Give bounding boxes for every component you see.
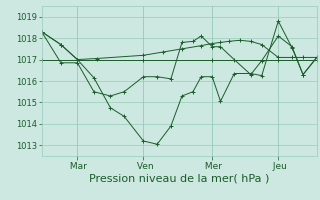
X-axis label: Pression niveau de la mer( hPa ): Pression niveau de la mer( hPa ) (89, 173, 269, 183)
